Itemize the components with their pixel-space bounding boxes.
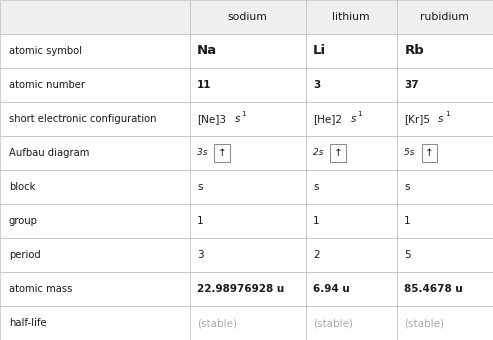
Text: 1: 1 — [445, 112, 450, 117]
Bar — [0, 306, 190, 340]
Bar — [397, 34, 493, 68]
Text: 1: 1 — [357, 112, 362, 117]
Bar — [0, 34, 190, 68]
Text: 22.98976928 u: 22.98976928 u — [197, 284, 284, 294]
Text: period: period — [9, 250, 40, 260]
Text: atomic number: atomic number — [9, 80, 85, 90]
Text: sodium: sodium — [228, 12, 268, 22]
Bar — [0, 68, 190, 102]
Bar — [190, 306, 306, 340]
Bar — [0, 238, 190, 272]
Bar — [306, 0, 397, 34]
Bar — [306, 68, 397, 102]
Bar — [306, 102, 397, 136]
Text: 37: 37 — [404, 80, 419, 90]
Text: [He]2: [He]2 — [313, 114, 342, 124]
Text: ↑: ↑ — [334, 148, 343, 158]
Bar — [306, 272, 397, 306]
Bar — [0, 204, 190, 238]
Text: atomic mass: atomic mass — [9, 284, 72, 294]
Text: s: s — [404, 182, 410, 192]
Bar — [397, 102, 493, 136]
Text: 1: 1 — [242, 112, 246, 117]
Text: ↑: ↑ — [218, 148, 227, 158]
Bar — [190, 136, 306, 170]
Text: group: group — [9, 216, 38, 226]
Bar — [0, 170, 190, 204]
Text: Na: Na — [197, 45, 217, 57]
Text: 3: 3 — [313, 80, 320, 90]
Bar — [397, 204, 493, 238]
Text: lithium: lithium — [332, 12, 370, 22]
Bar — [397, 68, 493, 102]
Bar — [397, 0, 493, 34]
Text: 2: 2 — [313, 250, 319, 260]
Text: 6.94 u: 6.94 u — [313, 284, 350, 294]
Bar — [306, 204, 397, 238]
Bar — [190, 204, 306, 238]
Text: 85.4678 u: 85.4678 u — [404, 284, 463, 294]
Text: ↑: ↑ — [425, 148, 434, 158]
Text: (stable): (stable) — [313, 318, 353, 328]
Text: 1: 1 — [313, 216, 319, 226]
Text: 5: 5 — [404, 250, 411, 260]
Bar — [422, 144, 437, 162]
Bar — [214, 144, 230, 162]
Text: [Kr]5: [Kr]5 — [404, 114, 430, 124]
Bar — [306, 34, 397, 68]
Bar — [397, 272, 493, 306]
Text: rubidium: rubidium — [421, 12, 469, 22]
Text: s: s — [438, 114, 443, 124]
Bar — [397, 238, 493, 272]
Bar — [330, 144, 346, 162]
Bar — [306, 170, 397, 204]
Bar — [397, 170, 493, 204]
Text: atomic symbol: atomic symbol — [9, 46, 82, 56]
Text: short electronic configuration: short electronic configuration — [9, 114, 156, 124]
Text: block: block — [9, 182, 35, 192]
Text: (stable): (stable) — [404, 318, 444, 328]
Text: s: s — [235, 114, 240, 124]
Bar — [190, 102, 306, 136]
Text: 1: 1 — [197, 216, 204, 226]
Text: Li: Li — [313, 45, 326, 57]
Text: 3: 3 — [197, 250, 204, 260]
Text: Rb: Rb — [404, 45, 424, 57]
Bar — [190, 238, 306, 272]
Bar — [397, 136, 493, 170]
Text: 11: 11 — [197, 80, 211, 90]
Bar — [190, 68, 306, 102]
Bar — [190, 170, 306, 204]
Text: 1: 1 — [404, 216, 411, 226]
Bar — [306, 238, 397, 272]
Text: s: s — [197, 182, 203, 192]
Bar — [0, 0, 190, 34]
Bar — [0, 136, 190, 170]
Bar — [0, 272, 190, 306]
Bar — [397, 306, 493, 340]
Bar — [190, 272, 306, 306]
Text: s: s — [313, 182, 318, 192]
Text: [Ne]3: [Ne]3 — [197, 114, 226, 124]
Text: (stable): (stable) — [197, 318, 237, 328]
Text: 5s: 5s — [404, 149, 418, 157]
Bar — [306, 136, 397, 170]
Bar — [190, 0, 306, 34]
Text: Aufbau diagram: Aufbau diagram — [9, 148, 89, 158]
Text: half-life: half-life — [9, 318, 46, 328]
Bar — [306, 306, 397, 340]
Text: 2s: 2s — [313, 149, 326, 157]
Text: s: s — [351, 114, 356, 124]
Bar — [190, 34, 306, 68]
Bar — [0, 102, 190, 136]
Text: 3s: 3s — [197, 149, 211, 157]
